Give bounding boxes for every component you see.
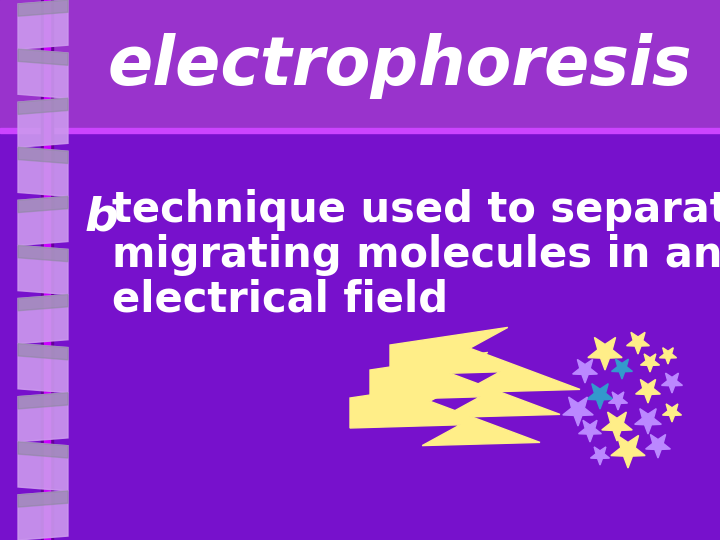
Polygon shape [590, 447, 610, 465]
Polygon shape [350, 380, 540, 446]
Polygon shape [18, 442, 68, 491]
Polygon shape [660, 348, 677, 364]
Polygon shape [588, 338, 622, 370]
Polygon shape [18, 147, 68, 164]
Polygon shape [18, 197, 68, 246]
Polygon shape [18, 98, 68, 114]
Polygon shape [572, 360, 598, 383]
Polygon shape [641, 354, 660, 372]
Polygon shape [18, 393, 68, 442]
Polygon shape [18, 491, 68, 540]
Text: b: b [85, 195, 119, 240]
Polygon shape [662, 373, 683, 393]
Polygon shape [646, 435, 670, 458]
Text: electrical field: electrical field [112, 279, 448, 321]
Polygon shape [390, 327, 580, 393]
Polygon shape [587, 384, 613, 409]
Polygon shape [636, 380, 660, 403]
Bar [41, 0, 53, 540]
Polygon shape [611, 435, 645, 468]
Bar [0, 128, 720, 133]
Polygon shape [662, 404, 682, 422]
Polygon shape [18, 294, 68, 310]
Polygon shape [579, 420, 601, 442]
Polygon shape [18, 98, 68, 147]
Bar [44, 0, 50, 540]
Polygon shape [18, 246, 68, 294]
Polygon shape [18, 442, 68, 458]
Polygon shape [602, 412, 632, 441]
Polygon shape [635, 409, 661, 434]
Polygon shape [18, 0, 68, 16]
Text: migrating molecules in an: migrating molecules in an [112, 234, 720, 276]
Polygon shape [370, 353, 560, 417]
Polygon shape [18, 147, 68, 197]
Polygon shape [18, 294, 68, 343]
Polygon shape [18, 393, 68, 409]
Polygon shape [18, 49, 68, 65]
Polygon shape [18, 343, 68, 393]
Polygon shape [608, 392, 628, 410]
Polygon shape [18, 0, 68, 49]
Polygon shape [18, 197, 68, 213]
Polygon shape [18, 49, 68, 98]
Text: electrophoresis: electrophoresis [108, 33, 692, 99]
Bar [0, 0, 720, 128]
Polygon shape [626, 332, 649, 354]
Polygon shape [18, 491, 68, 507]
Polygon shape [18, 246, 68, 262]
Text: technique used to separate: technique used to separate [112, 189, 720, 231]
Polygon shape [563, 397, 593, 426]
Polygon shape [611, 359, 632, 379]
Polygon shape [18, 343, 68, 360]
